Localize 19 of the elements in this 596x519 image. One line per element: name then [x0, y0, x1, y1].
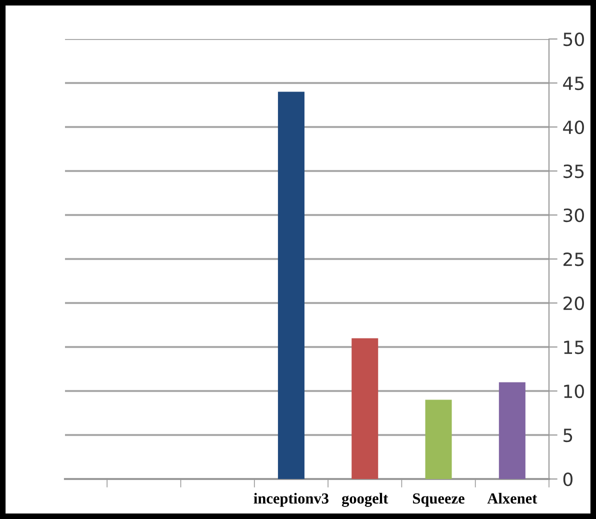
y-tick-label: 45: [563, 76, 584, 90]
x-tick-label: Squeeze: [413, 493, 464, 507]
x-tick-label: Alxenet: [487, 492, 538, 504]
y-tick-label: 15: [564, 340, 584, 354]
y-tick-label: 10: [564, 384, 584, 398]
x-tick-label: inceptionv3: [254, 492, 328, 507]
y-tick-label: 0: [563, 472, 572, 486]
y-tick-label: 25: [564, 252, 584, 266]
bar: [352, 338, 378, 479]
y-tick-label: 50: [564, 32, 584, 46]
x-tick-label: googelt: [342, 492, 388, 507]
bar: [498, 382, 526, 479]
y-tick-label: 30: [564, 208, 584, 222]
y-tick-label: 40: [563, 120, 584, 134]
y-tick-label: 5: [564, 428, 572, 442]
y-tick-label: 35: [564, 164, 584, 178]
bar: [278, 92, 304, 479]
y-tick-label: 20: [564, 296, 584, 310]
bar: [425, 400, 452, 479]
